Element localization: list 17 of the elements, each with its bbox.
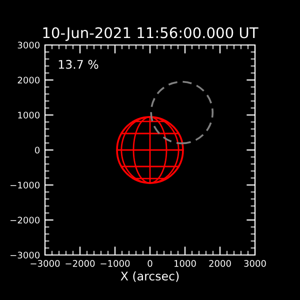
x-tick-label: 3000 <box>244 260 266 267</box>
y-tick-label: 3000 <box>18 42 40 49</box>
x-axis-title: X (arcsec) <box>120 271 179 282</box>
x-tick-label: −3000 <box>30 260 60 267</box>
y-tick-label: −3000 <box>10 252 40 259</box>
x-tick-label: −1000 <box>100 260 130 267</box>
y-tick-label: 1000 <box>18 112 40 119</box>
x-tick-label: 1000 <box>174 260 196 267</box>
annotation: 13.7 % <box>58 60 98 69</box>
y-tick-label: 2000 <box>18 76 40 84</box>
x-tick-label: 2000 <box>209 260 231 267</box>
chart-title: 10-Jun-2021 11:56:00.000 UT <box>43 27 258 41</box>
y-tick-label: −2000 <box>10 216 40 224</box>
y-tick-label: −1000 <box>10 182 40 189</box>
y-tick-label: 0 <box>34 146 40 154</box>
x-tick-label: −2000 <box>66 260 95 267</box>
x-tick-label: 0 <box>148 260 152 267</box>
